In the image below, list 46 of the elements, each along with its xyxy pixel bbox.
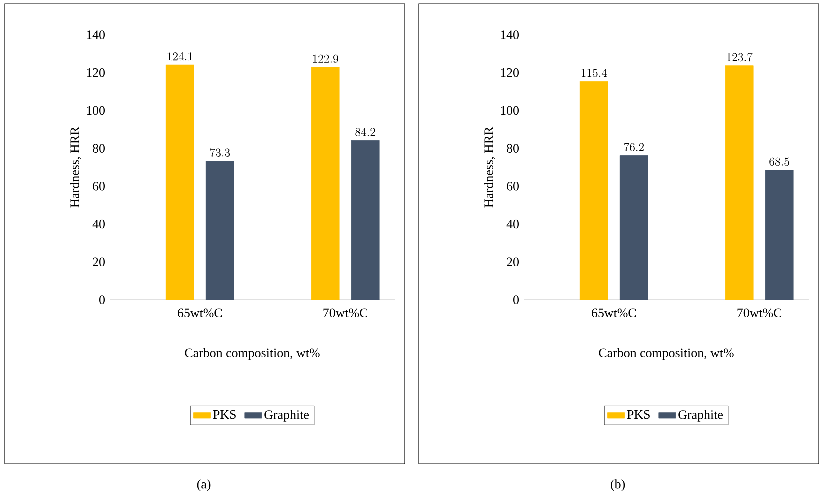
data-label: 76.2 <box>624 143 644 152</box>
bar <box>725 66 754 300</box>
y-axis-title: Hardness, HRR <box>70 126 82 208</box>
y-tick-label: 80 <box>507 144 519 153</box>
text: (b) <box>611 480 626 492</box>
bar <box>166 64 194 300</box>
y-tick-label: 100 <box>87 106 105 116</box>
bar <box>620 156 648 300</box>
x-tick-label: 70wt%C <box>738 308 782 318</box>
bar <box>580 81 608 300</box>
bar <box>311 67 340 300</box>
y-tick-label: 20 <box>507 258 519 267</box>
x-tick-label: 65wt%C <box>592 308 636 318</box>
data-label: 124. 1 <box>168 52 193 61</box>
y-tick-label: 80 <box>93 144 105 153</box>
y-tick-label: 120 <box>501 68 519 78</box>
data-label: 73.3 <box>210 148 230 157</box>
legend-label: PKS <box>213 410 236 420</box>
data-label: 84.2 <box>356 128 376 136</box>
x-tick-label: 70wt%C <box>324 308 368 318</box>
y-tick-label: 40 <box>506 220 519 229</box>
data-label: 123.7 <box>727 53 753 62</box>
y-tick-label: 40 <box>92 220 105 229</box>
legend-label: PKS <box>627 410 650 420</box>
y-tick-label: 0 <box>100 296 105 304</box>
data-label: 68.5 <box>770 158 790 166</box>
x-tick-label: 65wt%C <box>178 308 222 318</box>
y-axis-title: Hardness, HRR <box>484 126 496 208</box>
legend-label: Graphite <box>264 410 309 422</box>
bar <box>206 161 234 300</box>
data-label: 122.9 <box>313 54 338 64</box>
text: (a) <box>197 480 211 492</box>
y-tick-label: 100 <box>501 106 519 116</box>
x-axis-title: Carbon composition, wt% <box>185 348 320 360</box>
y-tick-label: 20 <box>93 258 105 267</box>
legend-label: Graphite <box>678 410 723 422</box>
bar <box>351 140 380 300</box>
data-label: 115.4 <box>582 68 608 78</box>
y-tick-label: 60 <box>507 182 519 191</box>
bar <box>765 170 794 300</box>
y-tick-label: 120 <box>87 68 105 78</box>
x-axis-title: Carbon composition, wt% <box>599 348 734 360</box>
y-tick-label: 140 <box>501 30 519 40</box>
y-tick-label: 140 <box>87 30 105 40</box>
y-tick-label: 60 <box>93 182 105 191</box>
y-tick-label: 0 <box>514 296 519 304</box>
